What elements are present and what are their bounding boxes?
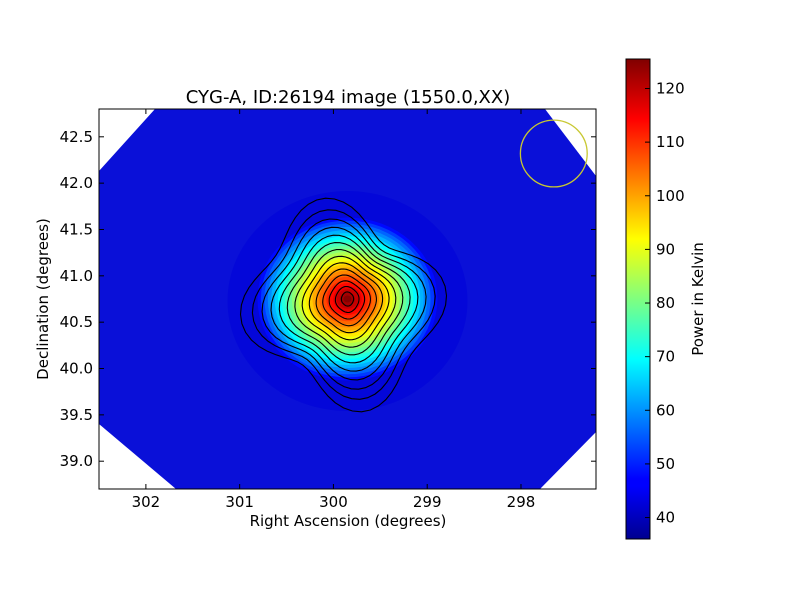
contour-line (334, 285, 360, 314)
colorbar-tick-label: 90 (656, 240, 675, 258)
y-axis-label: Declination (degrees) (34, 218, 52, 380)
colorbar: 40 50 60 70 80 90 100 110 120 Power in Kelvin (625, 58, 707, 540)
y-tick-label: 41.0 (60, 267, 93, 285)
x-axis-label: Right Ascension (degrees) (250, 512, 447, 530)
contour-layer (239, 197, 448, 413)
x-tick-label: 302 (132, 493, 161, 511)
contour-line (315, 268, 377, 334)
colorbar-tick-label: 120 (656, 79, 685, 97)
contour-line (261, 218, 427, 390)
contour-line (251, 209, 436, 400)
y-tick-label: 39.0 (60, 452, 93, 470)
x-tick-label: 301 (225, 493, 254, 511)
colorbar-tick-label: 100 (656, 187, 685, 205)
contour-line (340, 291, 355, 307)
x-tick-label: 300 (319, 493, 348, 511)
y-tick-label: 42.0 (60, 174, 93, 192)
colorbar-tick-label: 60 (656, 401, 675, 419)
y-axis: 39.0 39.5 40.0 40.5 41.0 41.5 42.0 42.5 (60, 128, 596, 470)
plot-frame (98, 108, 597, 490)
colorbar-tick-label: 110 (656, 133, 685, 151)
colorbar-tick-label: 80 (656, 294, 675, 312)
contour-line (308, 262, 384, 341)
y-tick-label: 39.5 (60, 406, 93, 424)
y-tick-label: 40.5 (60, 313, 93, 331)
y-tick-label: 41.5 (60, 220, 93, 238)
contour-line (278, 234, 411, 372)
colorbar-gradient (625, 58, 651, 540)
x-axis: 302 301 300 299 298 (132, 109, 536, 511)
contour-line (286, 242, 404, 364)
colorbar-tick-label: 40 (656, 509, 675, 527)
colorbar-ticks: 40 50 60 70 80 90 100 110 120 (645, 79, 685, 527)
contour-line (294, 249, 397, 356)
heat-ring (343, 295, 352, 303)
plot-area (99, 109, 596, 489)
y-tick-label: 40.0 (60, 360, 93, 378)
chart-title: CYG-A, ID:26194 image (1550.0,XX) (186, 87, 510, 108)
colorbar-tick-label: 50 (656, 455, 675, 473)
colorbar-label: Power in Kelvin (689, 242, 707, 356)
contour-line (322, 274, 371, 327)
x-tick-label: 298 (507, 493, 536, 511)
x-tick-label: 299 (413, 493, 442, 511)
contour-line (239, 197, 448, 413)
contour-line (270, 226, 419, 381)
colorbar-tick-label: 70 (656, 348, 675, 366)
y-tick-label: 42.5 (60, 128, 93, 146)
contour-line (328, 280, 366, 320)
contour-line (301, 255, 390, 348)
beam-marker (519, 119, 588, 188)
